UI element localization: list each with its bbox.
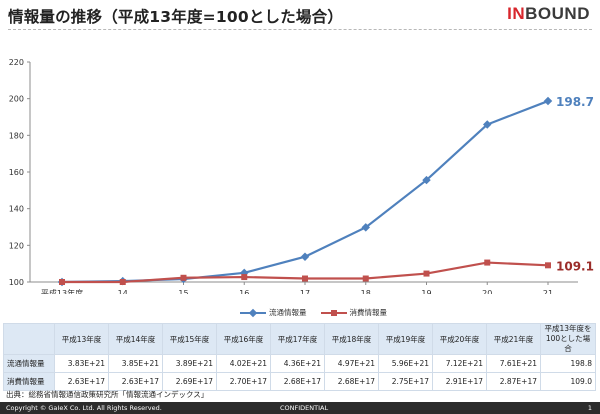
table-corner [3,323,55,355]
data-point-square [59,279,65,285]
inbound-logo: INBOUND [507,4,590,24]
copyright-text: Copyright © GaIeX Co. Ltd. All Rights Re… [6,404,162,412]
table-cell: 2.70E+17 [216,372,271,391]
y-tick-label: 220 [9,58,24,67]
table-header: 平成16年度 [216,323,271,355]
index-header-line1: 平成13年度を [544,324,592,333]
y-tick-label: 160 [9,168,24,177]
row-label: 流通情報量 [3,354,55,373]
series-end-label: 198.7 [556,95,594,109]
data-point-square [484,259,491,266]
table-cell: 2.68E+17 [270,372,325,391]
table-header: 平成17年度 [270,323,325,355]
chart-axes [29,62,578,283]
y-tick-labels: 100 120 140 160 180 200 220 [9,58,30,287]
data-table: 平成13年度 平成14年度 平成15年度 平成16年度 平成17年度 平成18年… [3,323,596,391]
footer-bar: Copyright © GaIeX Co. Ltd. All Rights Re… [0,402,600,414]
x-tick-label: 21 [543,289,553,294]
table-cell: 109.0 [540,372,596,391]
table-header: 平成13年度 [54,323,109,355]
table-cell: 4.02E+21 [216,354,271,373]
chart-legend: 流通情報量 消費情報量 [240,307,401,318]
table-cell: 4.97E+21 [324,354,379,373]
table-cell: 2.75E+17 [378,372,433,391]
data-point-diamond [483,120,492,129]
confidential-label: CONFIDENTIAL [280,404,329,412]
x-tick-label: 20 [482,289,492,294]
series-lines: 198.7 109.1 [57,95,594,287]
table-cell: 4.36E+21 [270,354,325,373]
x-tick-label: 14 [118,289,128,294]
table-cell: 5.96E+21 [378,354,433,373]
table-cell: 3.85E+21 [108,354,163,373]
table-header: 平成21年度 [486,323,541,355]
table-header-row: 平成13年度 平成14年度 平成15年度 平成16年度 平成17年度 平成18年… [3,323,596,355]
x-tick-label: 16 [239,289,249,294]
table-cell: 2.91E+17 [432,372,487,391]
logo-rest: BOUND [525,4,590,23]
data-point-square [545,262,551,269]
table-cell: 2.63E+17 [54,372,109,391]
y-tick-label: 120 [9,241,24,250]
data-point-square [302,275,308,282]
line-chart: 100 120 140 160 180 200 220 平成13年度 14 15 16 17 18 19… [9,58,594,294]
table-cell: 3.83E+21 [54,354,109,373]
x-tick-labels: 平成13年度 14 15 16 17 18 19 20 21 [41,282,553,294]
series-end-label: 109.1 [556,259,594,273]
table-cell: 7.12E+21 [432,354,487,373]
table-row: 消費情報量 2.63E+17 2.63E+17 2.69E+17 2.70E+1… [3,372,596,391]
table-header: 平成14年度 [108,323,163,355]
data-point-diamond [543,96,553,106]
source-note: 出典：総務省情報通信政策研究所「情報流通インデックス」 [6,390,209,399]
table-header: 平成15年度 [162,323,217,355]
x-tick-label: 19 [421,289,431,294]
data-point-diamond [300,252,310,261]
legend-swatch-consumption [320,309,347,316]
index-header-line2: 100とした場合 [545,334,591,353]
logo-accent: IN [507,4,526,23]
table-cell: 2.63E+17 [108,372,163,391]
table-header: 平成20年度 [432,323,487,355]
table-cell: 198.8 [540,354,596,373]
legend-swatch-flow [240,308,266,317]
legend-label-consumption: 消費情報量 [349,308,388,317]
x-tick-label: 15 [178,289,188,294]
table-header-index: 平成13年度を 100とした場合 [540,323,596,355]
legend-label-flow: 流通情報量 [269,308,307,317]
x-tick-label: 18 [361,289,371,294]
table-row: 流通情報量 3.83E+21 3.85E+21 3.89E+21 4.02E+2… [3,354,596,373]
data-point-square [119,279,126,285]
x-tick-label: 17 [300,289,310,294]
legend-item-flow: 流通情報量 [240,307,307,318]
page-title: 情報量の推移（平成13年度=100とした場合） [8,8,344,26]
data-point-square [423,270,430,277]
legend-item-consumption: 消費情報量 [320,307,388,318]
title-divider [8,29,592,30]
row-label: 消費情報量 [3,372,55,391]
data-point-square [241,274,248,281]
table-cell: 2.68E+17 [324,372,379,391]
data-point-diamond [361,223,370,232]
data-point-square [180,274,187,281]
table-cell: 2.69E+17 [162,372,217,391]
table-header: 平成18年度 [324,323,379,355]
page-number: 1 [587,404,592,412]
data-point-diamond [422,175,431,185]
y-tick-label: 100 [9,278,24,287]
y-tick-label: 200 [9,95,24,104]
table-cell: 7.61E+21 [486,354,541,373]
y-tick-label: 180 [9,131,24,140]
data-point-square [362,275,369,282]
table-cell: 2.87E+17 [486,372,541,391]
table-header: 平成19年度 [378,323,433,355]
y-tick-label: 140 [9,205,24,214]
x-tick-label: 平成13年度 [41,288,83,294]
table-cell: 3.89E+21 [162,354,217,373]
